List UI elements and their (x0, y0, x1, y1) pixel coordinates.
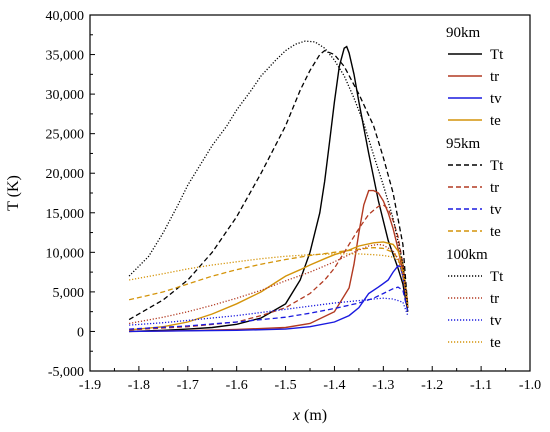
series-line-95km-tv (129, 286, 409, 330)
legend-label: tr (490, 291, 499, 307)
x-tick-label: -1.0 (519, 378, 541, 393)
y-tick-label: 5,000 (53, 286, 85, 301)
series-line-100km-Tt (128, 40, 409, 308)
x-tick-label: -1.4 (323, 378, 345, 393)
series-layer (128, 40, 409, 333)
x-tick-label: -1.9 (79, 378, 101, 393)
legend-group-title: 100km (446, 247, 488, 263)
y-tick-label: 20,000 (46, 167, 85, 182)
legend-label: tr (490, 69, 499, 85)
x-tick-label: -1.2 (421, 378, 443, 393)
series-line-90km-tr (129, 189, 409, 333)
legend-label: te (490, 335, 501, 351)
y-tick-label: 10,000 (46, 246, 85, 261)
legend-label: Tt (490, 47, 504, 63)
plot-frame (89, 14, 531, 372)
legend-label: te (490, 224, 501, 240)
series-line-100km-tv (129, 297, 409, 326)
x-tick-label: -1.7 (177, 378, 199, 393)
series-line-100km-te (128, 253, 409, 308)
y-axis-title: T (K) (5, 175, 22, 211)
x-axis-title: x (m) (292, 407, 327, 424)
x-axis: -1.9 -1.8 -1.7 -1.6 -1.5 -1.4 -1.3 -1.2 -1.1 -1.0 (79, 366, 541, 393)
y-tick-label: 30,000 (46, 88, 85, 103)
series-line-95km-Tt (128, 49, 409, 321)
series-line-100km-tr (128, 243, 409, 325)
series-line-95km-tr (129, 204, 409, 331)
y-axis: -5,000 0 5,000 10,000 15,000 20,000 25,000 30,0… (46, 9, 95, 380)
series-line-90km-Tt (129, 45, 409, 333)
x-tick-label: -1.8 (128, 378, 150, 393)
y-tick-label: -5,000 (48, 365, 84, 380)
y-tick-label: 0 (77, 325, 84, 340)
legend-label: tv (490, 202, 502, 218)
y-tick-label: 40,000 (46, 9, 85, 24)
x-tick-label: -1.1 (470, 378, 492, 393)
legend-label: Tt (490, 158, 504, 174)
x-tick-label: -1.3 (372, 378, 394, 393)
legend-label: te (490, 113, 501, 129)
x-axis-title-unit: (m) (300, 407, 327, 424)
x-tick-label: -1.5 (274, 378, 296, 393)
legend-label: tv (490, 313, 502, 329)
legend-group-title: 90km (446, 25, 481, 41)
y-tick-label: 35,000 (46, 49, 85, 64)
y-tick-label: 25,000 (46, 128, 85, 143)
y-tick-label: 15,000 (46, 207, 85, 222)
legend-label: tr (490, 180, 499, 196)
series-line-90km-te (129, 241, 409, 331)
legend-label: Tt (490, 269, 504, 285)
legend-label: tv (490, 91, 502, 107)
x-tick-label: -1.6 (226, 378, 248, 393)
series-line-90km-tv (129, 264, 409, 333)
series-line-95km-te (128, 246, 409, 308)
legend-group-title: 95km (446, 136, 481, 152)
x-axis-title-var: x (292, 407, 300, 424)
